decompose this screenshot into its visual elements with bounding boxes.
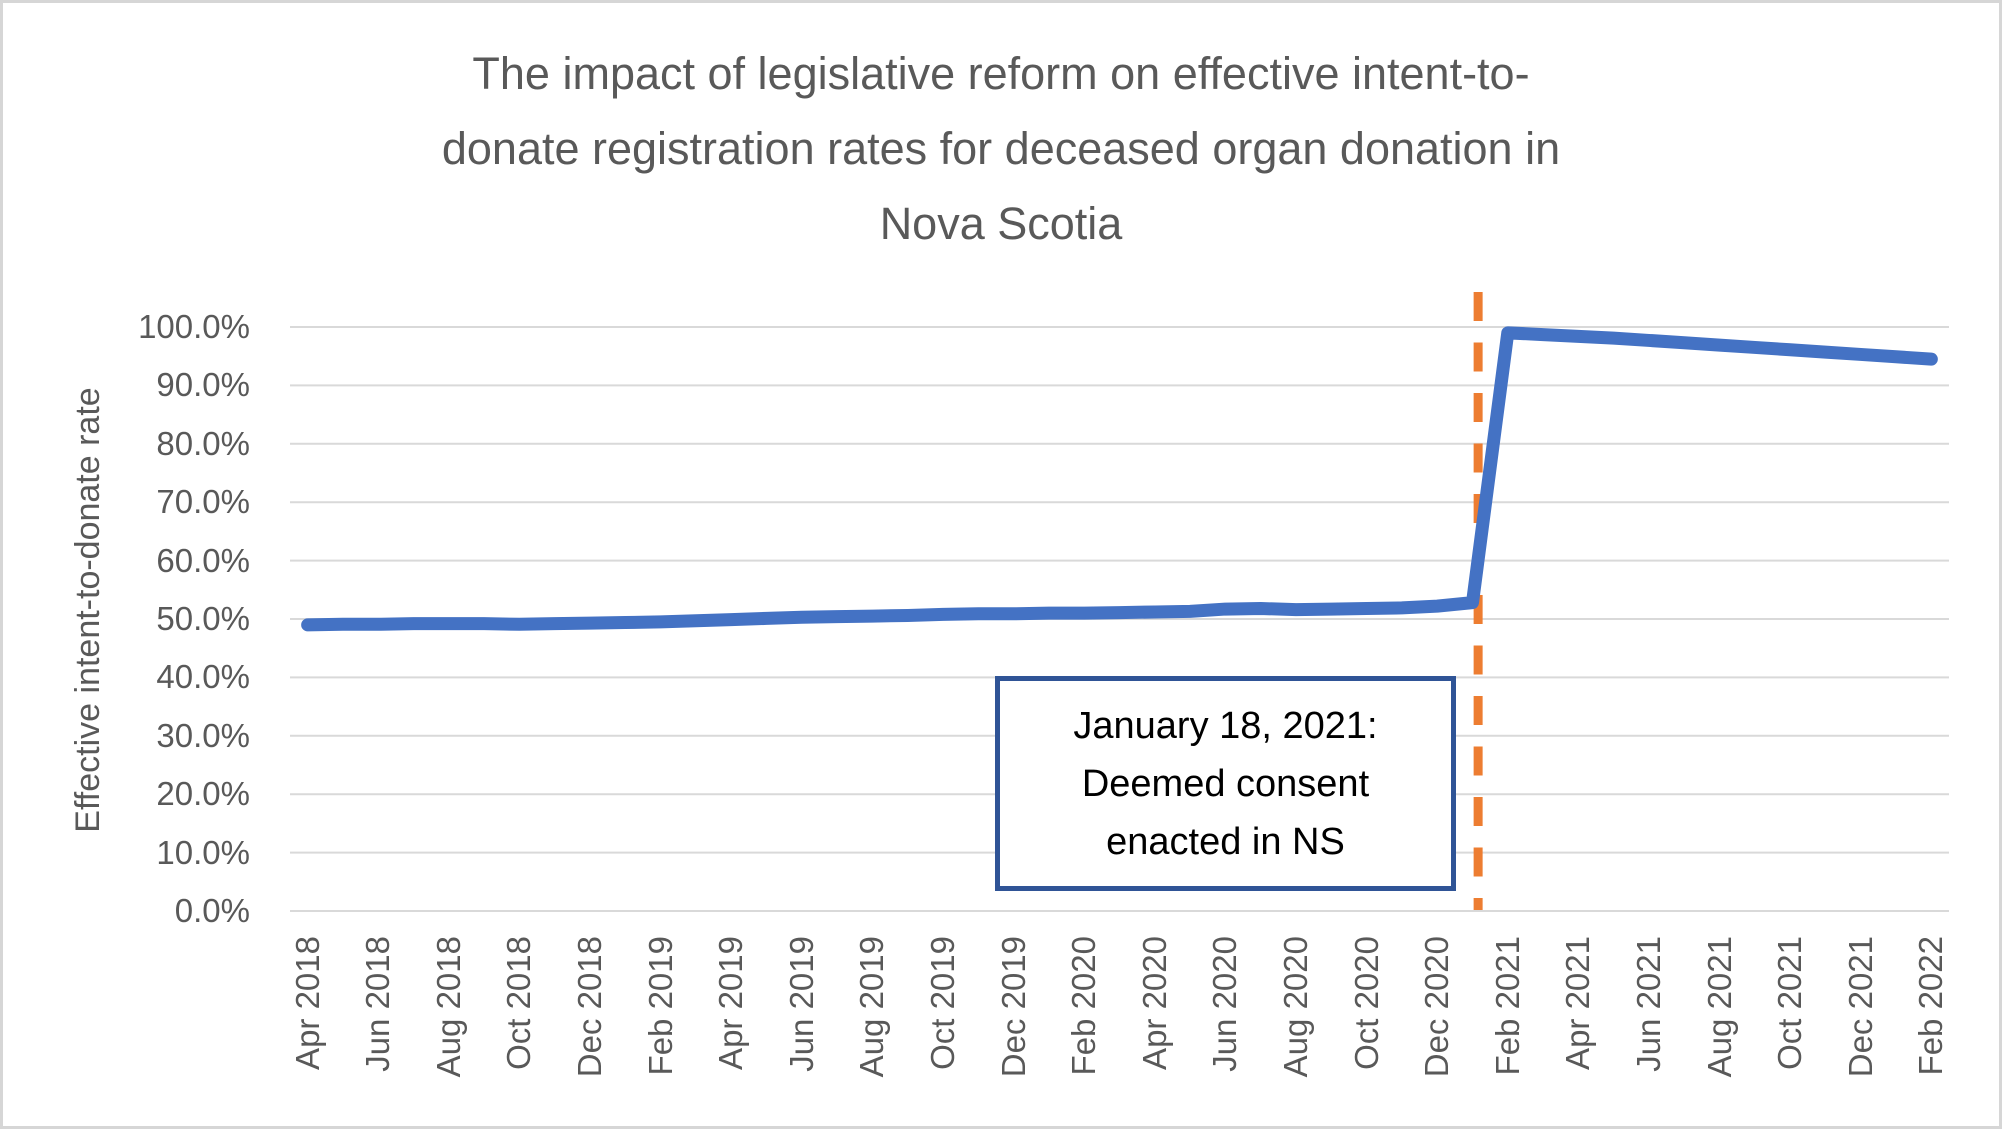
- y-tick-label: 0.0%: [174, 892, 250, 929]
- x-tick-label: Jun 2020: [1206, 936, 1244, 1072]
- x-tick-label: Feb 2020: [1065, 936, 1103, 1076]
- y-tick-label: 40.0%: [156, 658, 250, 696]
- chart-title: The impact of legislative reform on effe…: [160, 36, 1842, 261]
- x-tick-label: Aug 2019: [853, 936, 891, 1078]
- x-tick-label: Aug 2020: [1276, 936, 1314, 1078]
- y-tick-label: 80.0%: [156, 424, 250, 462]
- y-tick-label: 60.0%: [156, 541, 250, 579]
- x-tick-label: Oct 2021: [1771, 936, 1809, 1070]
- annotation-line-2: Deemed consent: [1081, 762, 1370, 805]
- x-tick-label: Dec 2021: [1841, 936, 1879, 1078]
- data-series-line: [301, 326, 1938, 632]
- annotation-line-3: enacted in NS: [1106, 820, 1345, 863]
- x-tick-label: Dec 2019: [994, 936, 1032, 1078]
- chart-title-line-2: donate registration rates for deceased o…: [441, 123, 1561, 174]
- x-tick-label: Oct 2020: [1347, 936, 1385, 1070]
- x-tick-label: Feb 2022: [1912, 936, 1950, 1076]
- x-tick-label: Oct 2018: [500, 936, 538, 1070]
- x-tick-label: Apr 2018: [288, 936, 326, 1070]
- x-tick-label: Apr 2021: [1559, 936, 1597, 1070]
- y-tick-label: 20.0%: [156, 775, 250, 813]
- x-tick-label: Jun 2021: [1629, 936, 1667, 1072]
- y-tick-label: 30.0%: [156, 716, 250, 754]
- y-tick-label: 10.0%: [156, 833, 250, 871]
- x-tick-label: Aug 2021: [1700, 936, 1738, 1078]
- chart-title-line-1: The impact of legislative reform on effe…: [472, 48, 1530, 99]
- x-tick-label: Jun 2018: [359, 936, 397, 1072]
- x-tick-label: Apr 2020: [1135, 936, 1173, 1070]
- x-tick-label: Apr 2019: [712, 936, 750, 1070]
- y-tick-label: 90.0%: [156, 366, 250, 404]
- annotation-box: January 18, 2021: Deemed consent enacted…: [995, 676, 1456, 891]
- annotation-line-1: January 18, 2021:: [1073, 704, 1378, 747]
- x-tick-label: Feb 2021: [1488, 936, 1526, 1076]
- y-tick-label: 70.0%: [156, 483, 250, 521]
- chart-title-line-3: Nova Scotia: [879, 198, 1123, 249]
- x-tick-label: Oct 2019: [924, 936, 961, 1070]
- x-tick-label: Dec 2018: [571, 936, 609, 1078]
- y-tick-label: 50.0%: [156, 600, 250, 637]
- x-tick-label: Dec 2020: [1418, 936, 1456, 1078]
- y-tick-label: 100.0%: [138, 308, 250, 345]
- x-tick-label: Aug 2018: [429, 936, 467, 1078]
- x-tick-label: Jun 2019: [782, 936, 820, 1072]
- x-tick-label: Feb 2019: [641, 936, 679, 1076]
